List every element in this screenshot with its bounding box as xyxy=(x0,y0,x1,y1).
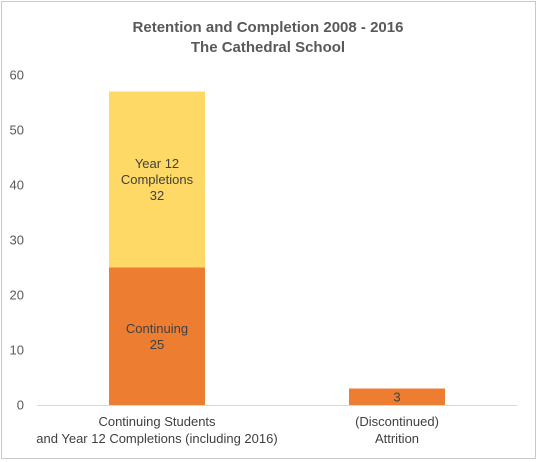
bar xyxy=(109,267,205,405)
x-tick-label: and Year 12 Completions (including 2016) xyxy=(36,431,277,446)
chart-subtitle: The Cathedral School xyxy=(191,39,345,56)
y-tick-label: 20 xyxy=(10,288,24,303)
bar-group xyxy=(109,91,445,405)
y-tick-label: 50 xyxy=(10,123,24,138)
y-tick-label: 10 xyxy=(10,343,24,358)
y-tick-label: 40 xyxy=(10,178,24,193)
data-label: Year 12 xyxy=(135,156,179,171)
y-tick-label: 0 xyxy=(17,398,24,413)
data-label: 25 xyxy=(150,337,164,352)
data-label: 32 xyxy=(150,188,164,203)
y-axis-ticks: 0 10 20 30 40 50 60 xyxy=(10,68,24,413)
data-label: Completions xyxy=(121,172,194,187)
x-axis-categories: Continuing Students and Year 12 Completio… xyxy=(36,414,439,446)
chart-title: Retention and Completion 2008 - 2016 xyxy=(133,19,404,36)
data-label: Continuing xyxy=(126,321,188,336)
x-tick-label: Attrition xyxy=(375,431,419,446)
x-tick-label: Continuing Students xyxy=(98,414,216,429)
data-label: 3 xyxy=(393,389,400,404)
bar xyxy=(109,91,205,268)
y-tick-label: 60 xyxy=(10,68,24,83)
y-tick-label: 30 xyxy=(10,233,24,248)
x-tick-label: (Discontinued) xyxy=(355,414,439,429)
bar xyxy=(349,388,445,405)
